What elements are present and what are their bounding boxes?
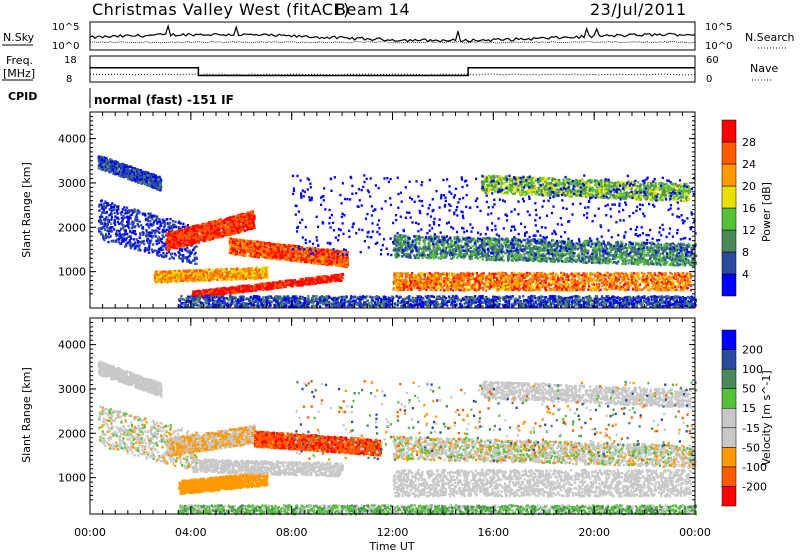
time-tick-label: 16:00: [477, 526, 509, 539]
noise-tick-right-bottom: 10^0: [705, 41, 732, 52]
colorbar-tick-label: 8: [742, 246, 749, 259]
frequency-line: [90, 66, 695, 77]
range-tick-label: 4000: [58, 339, 86, 352]
time-tick-label: 20:00: [578, 526, 610, 539]
power-panel: 1000 2000 3000 4000 Slant Range [km]: [20, 111, 698, 309]
noise-tick-bottom: 10^0: [52, 41, 79, 52]
power-heatmap: [97, 155, 698, 309]
range-tick-label: 1000: [58, 266, 86, 279]
nave-tick-top: 60: [706, 55, 719, 66]
nave-label: Nave: [750, 62, 778, 75]
velocity-heatmap: [97, 360, 698, 516]
colorbar-tick-label: 15: [742, 402, 756, 415]
colorbar-tick-label: -15: [742, 422, 760, 435]
velocity-colorbar: -200 -100 -50 -15 15 50 100 200: [721, 329, 767, 507]
freq-unit-label: [MHz]: [3, 67, 35, 80]
freq-tick-bottom: 8: [66, 74, 72, 85]
colorbar-tick-label: 50: [742, 383, 756, 396]
time-tick-label: 12:00: [377, 526, 409, 539]
colorbar-tick-label: 100: [742, 363, 763, 376]
cpid-label: CPID: [8, 90, 37, 103]
noise-panel: N.Sky N.Search 10^5 10^0 10^5 10^0: [2, 21, 795, 52]
colorbar-tick-label: 24: [742, 158, 756, 171]
colorbar-tick-label: 16: [742, 202, 756, 215]
freq-tick-top: 18: [64, 55, 77, 66]
cpid-text: normal (fast) -151 IF: [94, 93, 234, 107]
beam-title: Beam 14: [335, 0, 410, 19]
velocity-panel: 1000 2000 3000 4000 Slant Range [km]: [20, 317, 698, 516]
range-tick-label: 4000: [58, 133, 86, 146]
power-ylabel: Slant Range [km]: [20, 162, 33, 258]
colorbar-tick-label: 4: [742, 268, 749, 281]
range-tick-label: 3000: [58, 383, 86, 396]
colorbar-tick-label: 200: [742, 344, 763, 357]
time-tick-label: 04:00: [175, 526, 207, 539]
colorbar-tick-label: 20: [742, 180, 756, 193]
station-title: Christmas Valley West (fitACF): [92, 0, 350, 19]
time-tick-label: 00:00: [679, 526, 711, 539]
colorbar-tick-label: -50: [742, 441, 760, 454]
colorbar-tick-label: 12: [742, 224, 756, 237]
range-tick-label: 2000: [58, 221, 86, 234]
noise-tick-right-top: 10^5: [705, 22, 732, 33]
nsky-label: N.Sky: [3, 31, 35, 44]
colorbar-tick-label: 28: [742, 136, 756, 149]
time-tick-label: 00:00: [74, 526, 106, 539]
frequency-panel: Freq. [MHz] Nave 18 8 60 0: [2, 54, 778, 85]
time-tick-label: 08:00: [276, 526, 308, 539]
nave-tick-bottom: 0: [706, 74, 712, 85]
colorbar-tick-label: -100: [742, 461, 767, 474]
noise-search-line: [89, 41, 696, 44]
velocity-colorbar-label: Velocity [m s^-1]: [760, 370, 773, 465]
time-axis-label: Time UT: [368, 540, 414, 553]
power-colorbar-label: Power [dB]: [760, 182, 773, 242]
range-tick-label: 1000: [58, 472, 86, 485]
date-title: 23/Jul/2011: [590, 0, 687, 19]
nsearch-label: N.Search: [745, 31, 795, 44]
range-tick-label: 3000: [58, 177, 86, 190]
colorbar-tick-label: -200: [742, 480, 767, 493]
noise-tick-top: 10^5: [52, 22, 79, 33]
power-colorbar: 4 8 12 16 20 24 28: [721, 119, 756, 297]
range-tick-label: 2000: [58, 427, 86, 440]
velocity-ylabel: Slant Range [km]: [20, 367, 33, 463]
time-axis: 00:00 04:00 08:00 12:00 16:00 20:00 00:00: [74, 112, 711, 539]
freq-label: Freq.: [6, 54, 33, 67]
noise-sky-line: [89, 23, 696, 43]
nave-line: [89, 73, 696, 76]
